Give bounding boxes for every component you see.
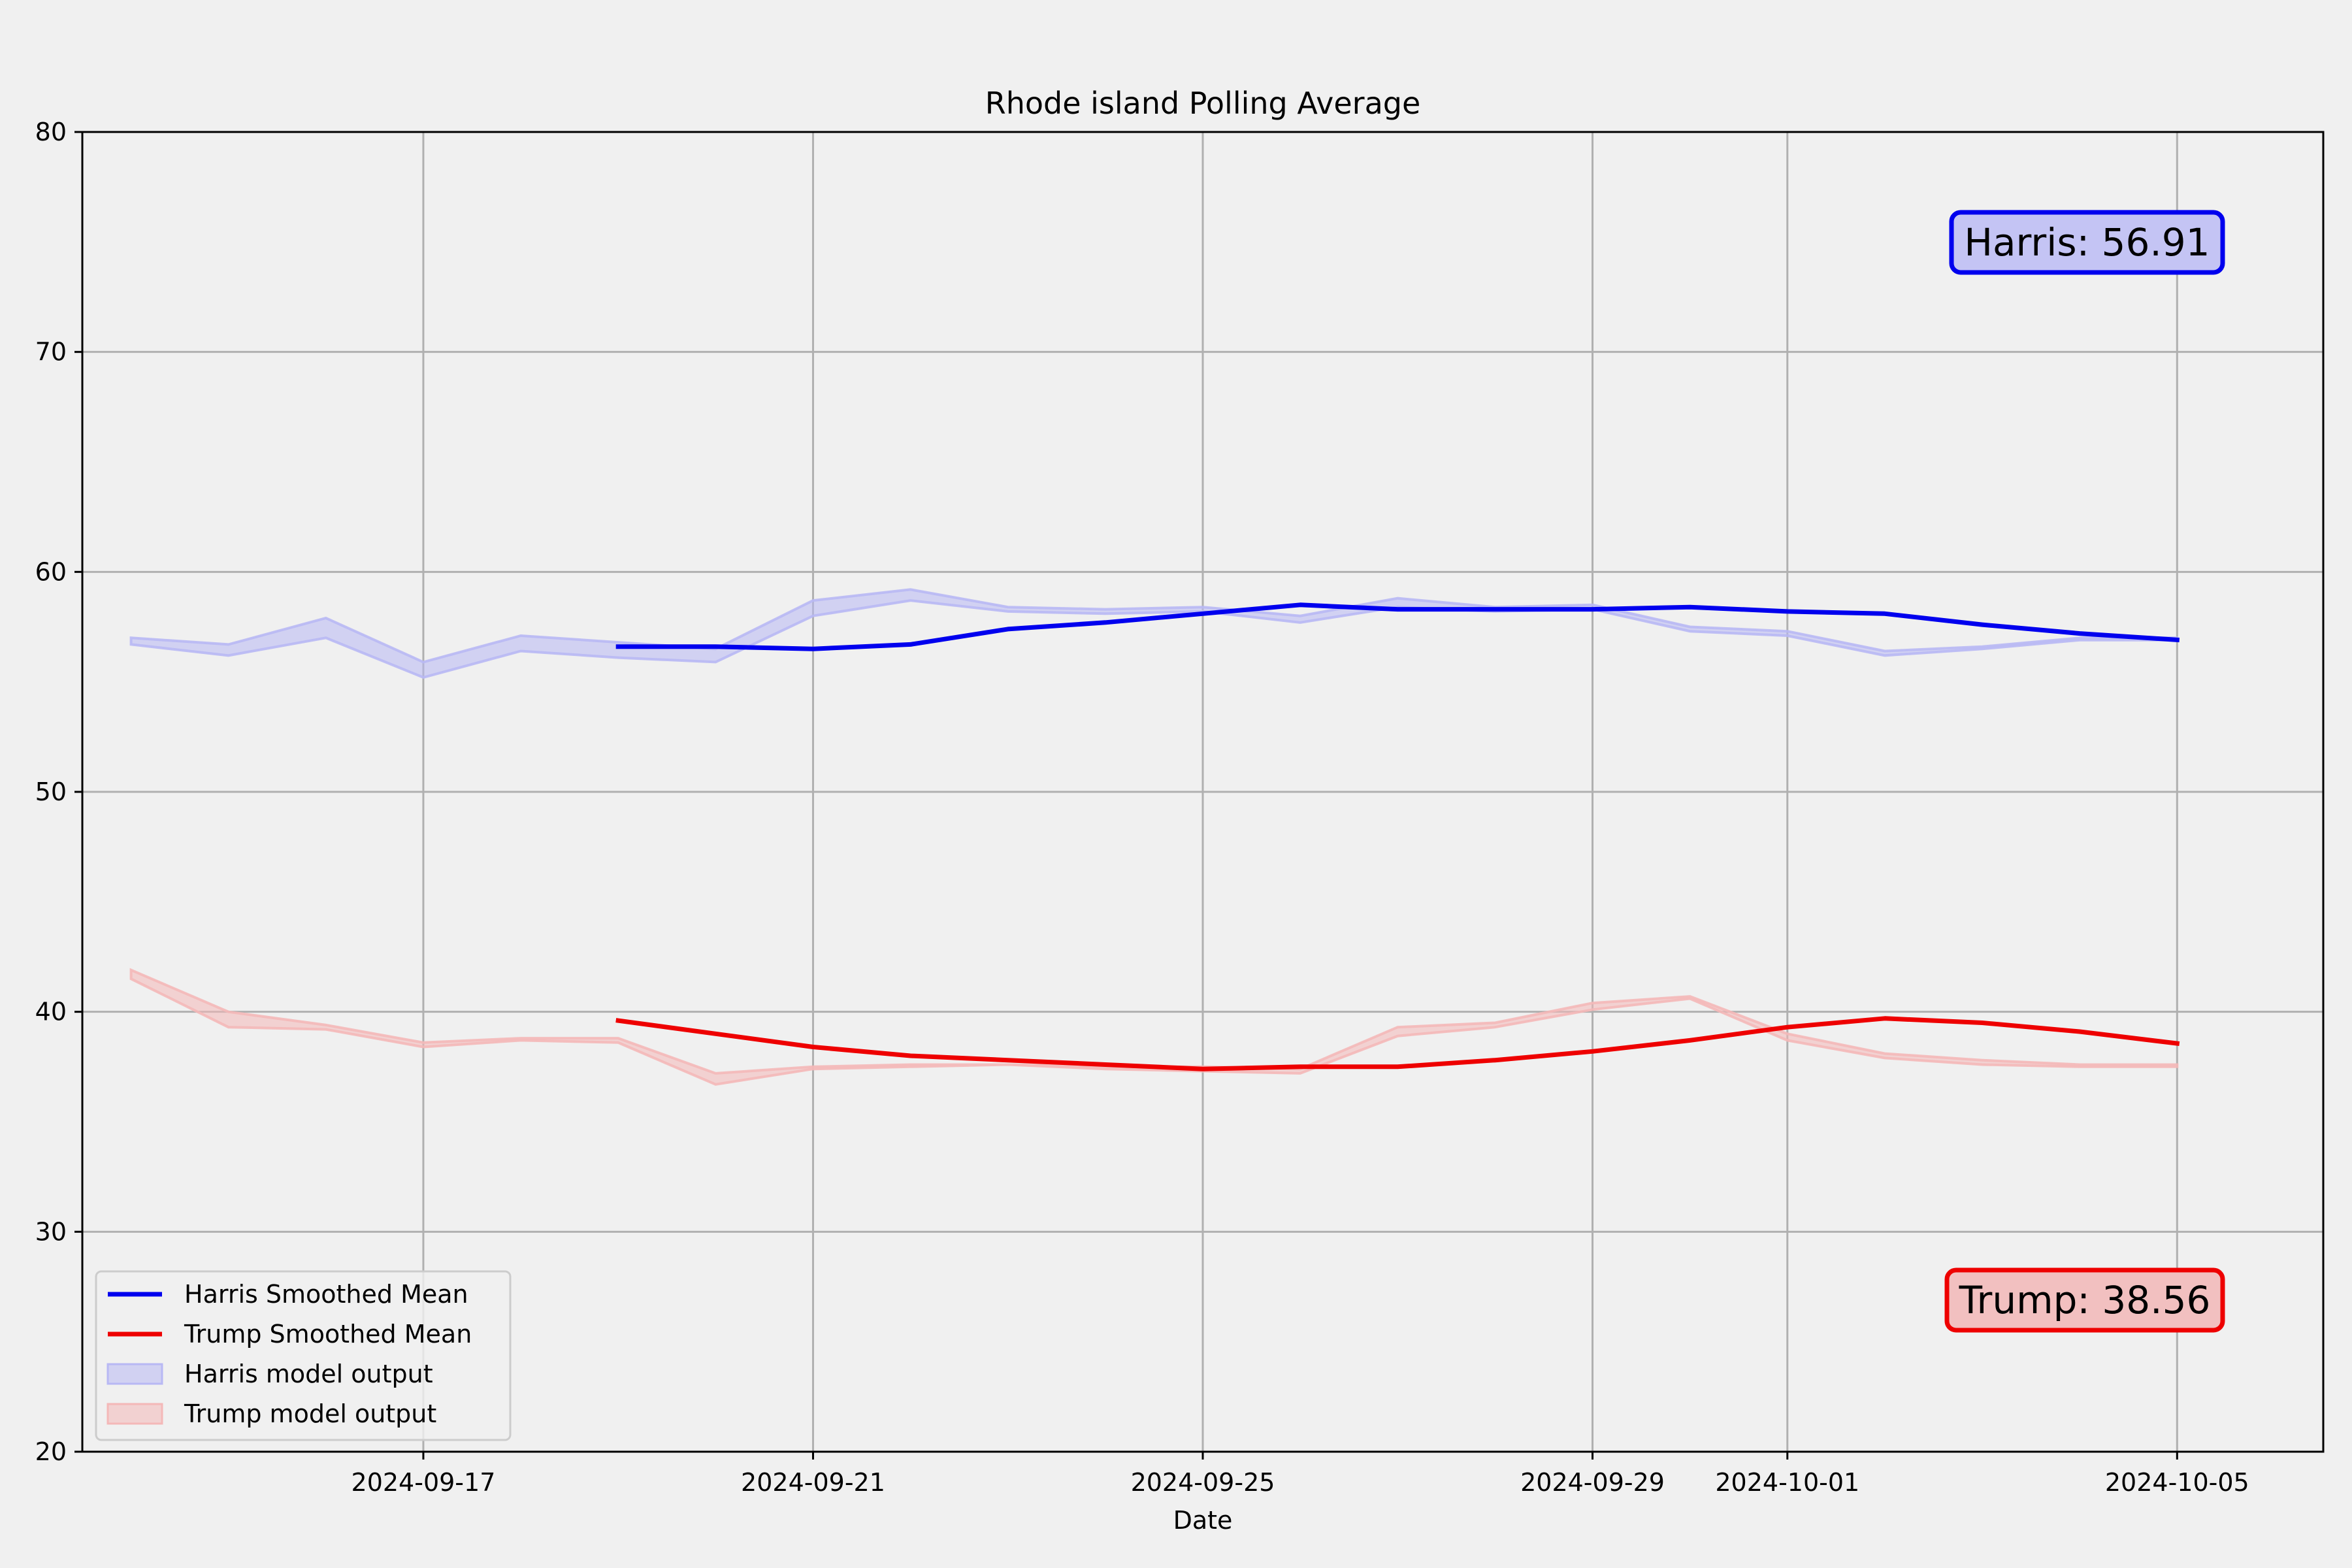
trump-annotation: Trump: 38.56 (1944, 1267, 2225, 1333)
y-tick-label: 80 (35, 118, 67, 146)
harris-annotation-box (1949, 210, 2225, 275)
legend-swatch-band (106, 1403, 163, 1425)
chart-title: Rhode island Polling Average (985, 86, 1421, 121)
legend-label: Trump Smoothed Mean (184, 1320, 472, 1348)
y-tick-label: 40 (35, 998, 67, 1026)
legend-label: Trump model output (184, 1399, 436, 1428)
y-tick-label: 50 (35, 777, 67, 806)
y-tick-label: 60 (35, 557, 67, 586)
smoothed-mean-lines (615, 602, 2180, 1071)
x-axis-ticks: 2024-09-17 2024-09-21 2024-09-25 2024-09-29… (351, 1452, 2249, 1497)
legend-swatch-band (106, 1363, 163, 1385)
y-tick-label: 70 (35, 338, 67, 367)
legend-box (95, 1270, 512, 1441)
x-tick-label: 2024-09-29 (1520, 1468, 1665, 1497)
y-tick-label: 30 (35, 1217, 67, 1246)
x-tick-label: 2024-10-01 (1715, 1468, 1859, 1497)
y-axis-ticks: 20 30 40 50 60 70 80 (35, 118, 82, 1466)
harris-annotation: Harris: 56.91 (1949, 210, 2225, 275)
legend-label: Harris Smoothed Mean (184, 1280, 468, 1309)
legend: Harris Smoothed Mean Trump Smoothed Mean H… (95, 1270, 512, 1441)
trump-model-output-band (129, 968, 2179, 1086)
x-tick-label: 2024-09-17 (351, 1468, 496, 1497)
x-axis-label: Date (1173, 1506, 1233, 1535)
trump-annotation-box (1944, 1267, 2225, 1333)
x-tick-label: 2024-09-21 (741, 1468, 885, 1497)
x-tick-label: 2024-10-05 (2105, 1468, 2249, 1497)
x-tick-label: 2024-09-25 (1131, 1468, 1275, 1497)
y-tick-label: 20 (35, 1437, 67, 1466)
annotations: Harris: 56.91 Trump: 38.56 (1944, 210, 2225, 1333)
legend-label: Harris model output (184, 1360, 433, 1388)
trump-annotation-text: Trump: 38.56 (1959, 1278, 2211, 1322)
trump-smoothed-mean-line (615, 1016, 2180, 1071)
harris-smoothed-mean-line (615, 602, 2180, 651)
harris-annotation-text: Harris: 56.91 (1964, 220, 2210, 265)
